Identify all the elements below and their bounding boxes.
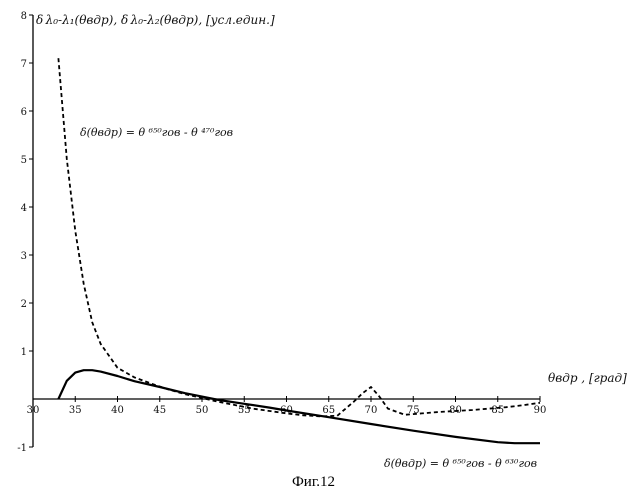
- dashed-series-line: [58, 58, 540, 416]
- y-tick-label: -1: [17, 443, 27, 454]
- x-tick-label: 50: [196, 405, 209, 416]
- x-tick-label: 85: [491, 405, 504, 416]
- x-tick-label: 55: [238, 405, 251, 416]
- solid-series-formula: δ(θвдр) = θ ⁶⁵⁰гов - θ ⁶³⁰гов: [384, 457, 537, 470]
- y-tick-label: 3: [21, 251, 27, 262]
- x-tick-label: 70: [365, 405, 378, 416]
- x-tick-label: 65: [322, 405, 335, 416]
- x-tick-label: 90: [534, 405, 547, 416]
- y-tick-label: 5: [21, 155, 27, 166]
- solid-series-line: [58, 370, 540, 443]
- x-tick-label: 35: [69, 405, 82, 416]
- y-tick-label: 1: [21, 347, 27, 358]
- figure-caption: Фиг.12: [0, 474, 627, 491]
- y-tick-label: 4: [21, 203, 27, 214]
- y-tick-label: 7: [21, 59, 27, 70]
- y-tick-label: 8: [21, 11, 27, 22]
- x-tick-label: 45: [153, 405, 166, 416]
- series-group: [58, 58, 540, 443]
- dashed-series-formula: δ(θвдр) = θ ⁶⁵⁰гов - θ ⁴⁷⁰гов: [80, 126, 233, 139]
- x-tick-label: 40: [111, 405, 124, 416]
- y-tick-label: 2: [21, 299, 27, 310]
- y-ticks-group: -1 1 2 3 4 5 6 7 8: [17, 11, 33, 454]
- y-tick-label: 6: [21, 107, 27, 118]
- y-axis-label: δ λ₀-λ₁(θвдр), δ λ₀-λ₂(θвдр), [усл.един.…: [36, 13, 275, 27]
- x-axis-label: θвдр , [град]: [548, 371, 627, 385]
